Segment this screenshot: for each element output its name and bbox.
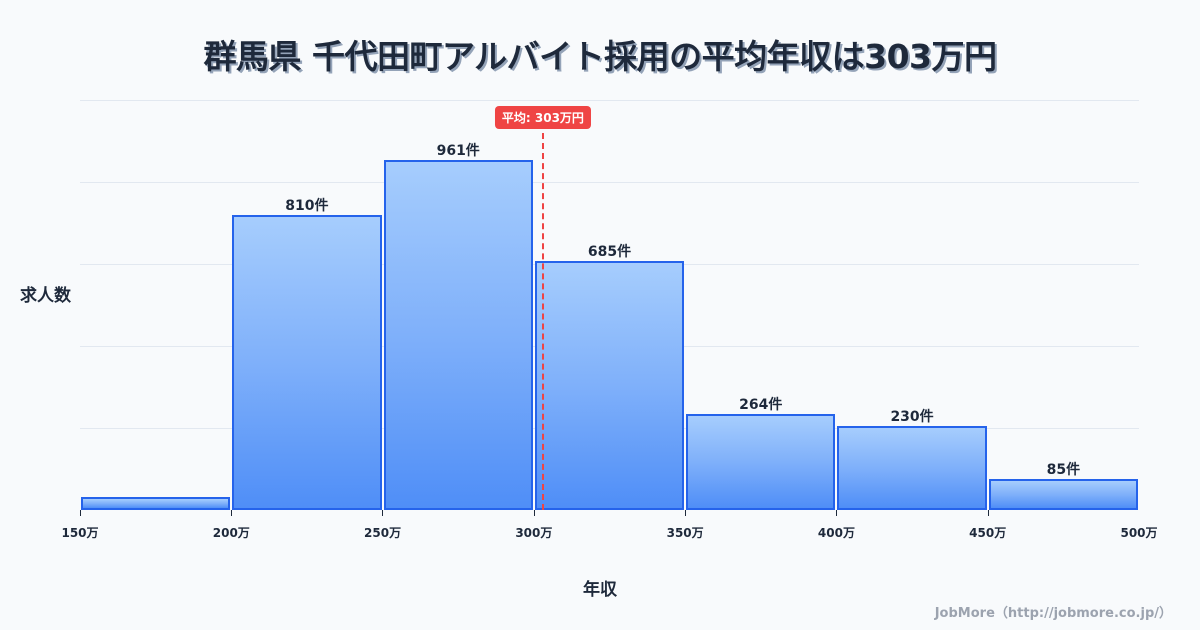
x-tick-label: 350万 <box>666 526 704 540</box>
x-tick-label: 250万 <box>364 526 402 540</box>
bar-value-label: 810件 <box>285 198 329 215</box>
mean-badge: 平均: 303万円 <box>494 106 591 129</box>
histogram-bar <box>232 215 382 510</box>
x-tick <box>836 510 837 516</box>
histogram-bar <box>534 260 685 510</box>
y-axis-label: 求人数 <box>20 286 71 306</box>
x-axis-label: 年収 <box>583 580 617 600</box>
x-tick-label: 150万 <box>61 526 99 540</box>
mean-line <box>541 133 544 510</box>
x-tick <box>382 510 383 516</box>
plot-area: 810件 961件 685件 264件 230件 85件 <box>80 100 1139 516</box>
bar-value-label: 685件 <box>587 243 632 260</box>
x-tick <box>80 510 81 516</box>
bar-value-label: 85件 <box>1046 462 1081 479</box>
x-tick-label: 400万 <box>817 526 855 540</box>
x-tick <box>534 510 535 516</box>
x-tick-label: 500万 <box>1120 526 1158 540</box>
x-tick <box>685 510 686 516</box>
histogram-bar <box>988 479 1138 510</box>
histogram-bar <box>383 160 533 510</box>
histogram-bar <box>686 413 836 510</box>
x-tick-label: 300万 <box>515 526 553 540</box>
bar-value-label: 264件 <box>739 396 783 413</box>
x-tick <box>231 510 232 516</box>
bar-value-label: 230件 <box>890 409 934 426</box>
gridline <box>80 182 1139 183</box>
histogram-bar <box>81 497 231 510</box>
credit-text: JobMore（http://jobmore.co.jp/） <box>934 606 1172 621</box>
x-tick <box>988 510 989 516</box>
x-tick-label: 450万 <box>969 526 1007 540</box>
bar-value-label: 961件 <box>436 143 480 160</box>
gridline <box>80 100 1139 101</box>
histogram-bar <box>837 426 987 510</box>
x-tick-label: 200万 <box>212 526 250 540</box>
chart-title: 群馬県 千代田町アルバイト採用の平均年収は303万円 <box>203 37 997 76</box>
